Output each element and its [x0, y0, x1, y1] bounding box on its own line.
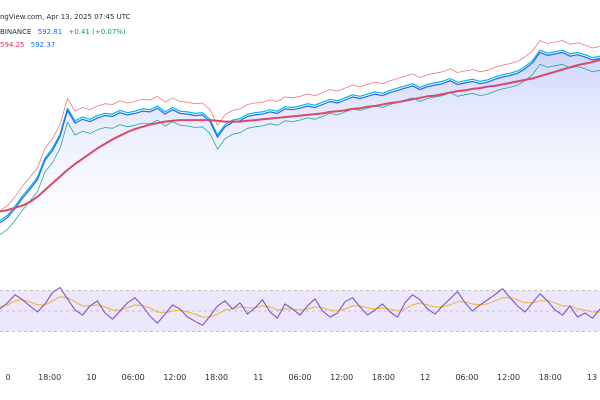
time-axis-tick: 11 [253, 373, 263, 382]
time-axis-tick: 10 [86, 373, 96, 382]
price-line [0, 51, 600, 224]
ma-value-2: 592.37 [30, 41, 56, 49]
time-axis-tick: 12:00 [330, 373, 353, 382]
rsi-line [0, 286, 600, 326]
price-area-fill [0, 52, 600, 246]
last-price: 592.81 [37, 28, 63, 36]
rsi-pane [0, 286, 600, 332]
upper-band-line [0, 40, 600, 212]
time-axis-tick: 18:00 [372, 373, 395, 382]
header-source: ngView.com, Apr 13, 2025 07:45 UTC [0, 13, 134, 21]
time-axis-tick: 18:00 [205, 373, 228, 382]
header-source-text: ngView.com, Apr 13, 2025 07:45 UTC [0, 13, 131, 21]
header-price-row: BINANCE 592.81 +0.41 (+0.07%) [0, 28, 130, 36]
time-axis-tick: 0 [5, 373, 10, 382]
time-axis-tick: 06:00 [288, 373, 311, 382]
price-pane [0, 40, 600, 246]
time-axis-tick: 12:00 [163, 373, 186, 382]
time-axis-tick: 13 [587, 373, 597, 382]
ma-value-1: 594.25 [0, 41, 25, 49]
exchange-label: BINANCE [0, 28, 32, 36]
time-axis: 0 18:00 10 06:00 12:00 18:00 11 06:00 12:00 18:00… [5, 373, 597, 382]
time-axis-tick: 18:00 [38, 373, 61, 382]
price-change: +0.41 (+0.07%) [68, 28, 126, 36]
header-ma-row: 594.25 592.37 [0, 41, 59, 49]
middle-band-line [0, 49, 600, 221]
time-axis-tick: 06:00 [122, 373, 145, 382]
time-axis-tick: 18:00 [539, 373, 562, 382]
time-axis-tick: 12 [420, 373, 430, 382]
lower-band-line [0, 63, 600, 235]
time-axis-tick: 12:00 [497, 373, 520, 382]
moving-average-line [0, 58, 600, 213]
time-axis-tick: 06:00 [455, 373, 478, 382]
